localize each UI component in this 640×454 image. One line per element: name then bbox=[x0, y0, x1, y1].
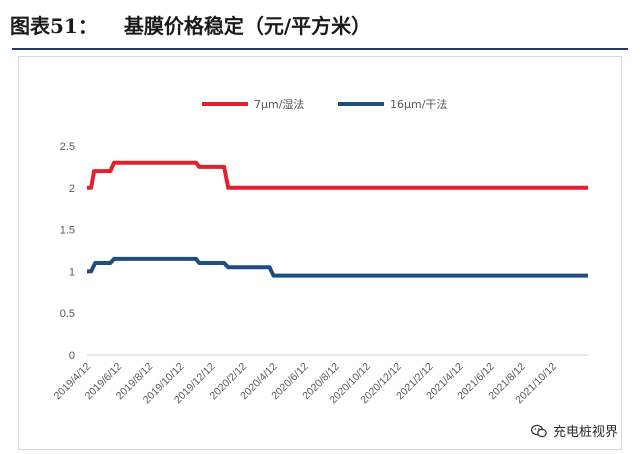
figure-title-text: 基膜价格稳定（元/平方米） bbox=[123, 14, 372, 38]
y-tick-label: 2.5 bbox=[60, 141, 75, 153]
chart-frame bbox=[18, 56, 622, 450]
y-tick-label: 0.5 bbox=[60, 308, 75, 320]
legend-label-2: 16μm/干法 bbox=[390, 97, 447, 111]
y-tick-label: 0 bbox=[69, 350, 75, 362]
wechat-icon bbox=[530, 424, 547, 437]
series-line-1 bbox=[87, 160, 588, 190]
title-divider bbox=[12, 48, 628, 50]
y-tick-label: 1.5 bbox=[60, 225, 75, 237]
watermark: 充电桩视界 bbox=[530, 421, 618, 440]
figure-label: 图表51： bbox=[10, 14, 98, 38]
watermark-text: 充电桩视界 bbox=[552, 425, 618, 440]
figure-title: 图表51： 基膜价格稳定（元/平方米） bbox=[10, 6, 630, 46]
y-tick-label: 1 bbox=[69, 266, 75, 278]
y-tick-label: 2 bbox=[69, 183, 75, 195]
legend-label-1: 7μm/湿法 bbox=[254, 97, 304, 111]
series-line-2 bbox=[87, 256, 588, 278]
